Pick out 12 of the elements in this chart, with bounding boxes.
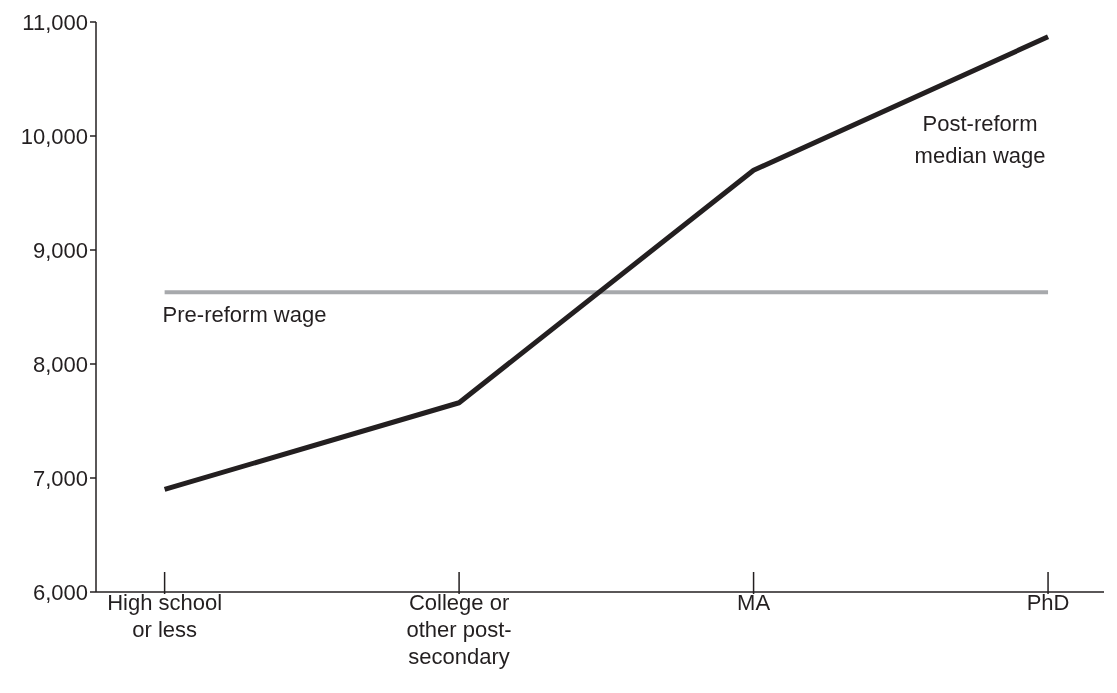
y-tick-label: 6,000: [32, 579, 88, 605]
x-tick-label: PhD: [1026, 590, 1070, 615]
ref-line-label: Pre-reform wage: [162, 302, 327, 328]
y-tick-label: 10,000: [20, 123, 88, 149]
x-tick-label: High school or less: [107, 590, 223, 642]
series-label: Post-reform median wage: [914, 110, 1046, 168]
y-tick-label: 11,000: [22, 9, 88, 35]
y-tick-label: 9,000: [32, 237, 88, 263]
x-tick-label: College or other post-secondary: [406, 590, 512, 669]
y-tick-label: 8,000: [32, 351, 88, 377]
x-tick-label: MA: [737, 590, 771, 615]
y-tick-label: 7,000: [32, 465, 88, 491]
